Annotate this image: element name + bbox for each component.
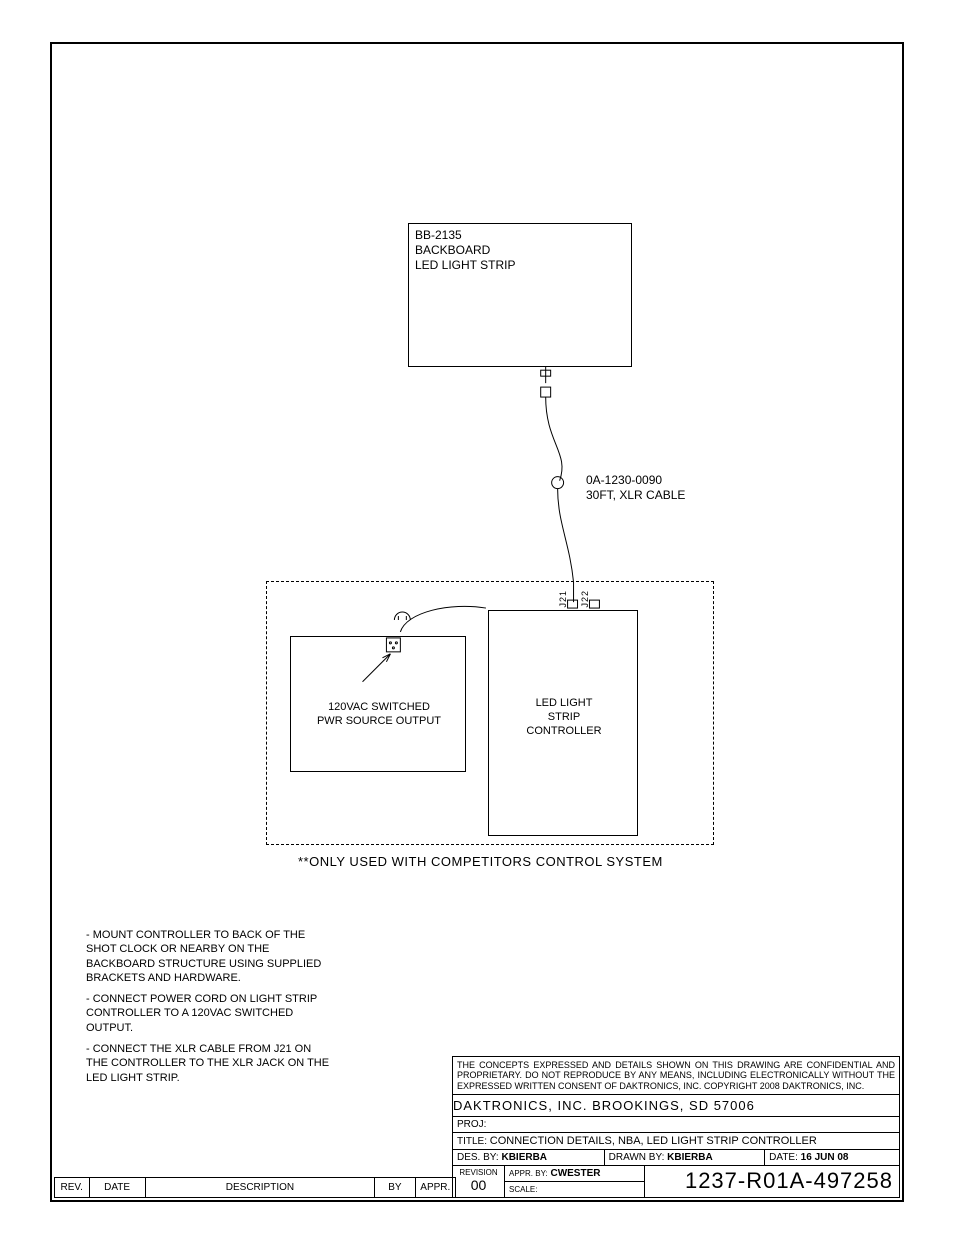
page: BB-2135 BACKBOARD LED LIGHT STRIP 0A-123… — [0, 0, 954, 1235]
title-row: TITLE: CONNECTION DETAILS, NBA, LED LIGH… — [453, 1132, 899, 1149]
backboard-label: BB-2135 BACKBOARD LED LIGHT STRIP — [415, 228, 515, 273]
names-row: DES. BY: KBIERBA DRAWN BY: KBIERBA DATE:… — [453, 1149, 899, 1165]
apprby-label: APPR. BY: — [509, 1169, 548, 1178]
revision-label: REVISION — [457, 1168, 500, 1177]
title-label: TITLE: — [457, 1136, 487, 1147]
date-value: 16 JUN 08 — [801, 1152, 849, 1163]
confidential-text: THE CONCEPTS EXPRESSED AND DETAILS SHOWN… — [453, 1057, 899, 1094]
rev-col-date: DATE — [90, 1178, 146, 1197]
date-label: DATE: — [769, 1152, 798, 1163]
revision-value: 00 — [457, 1177, 500, 1193]
bottom-row: REVISION 00 APPR. BY: CWESTER SCALE: 123… — [453, 1165, 899, 1197]
backboard-box: BB-2135 BACKBOARD LED LIGHT STRIP — [408, 223, 632, 367]
company-row: DAKTRONICS, INC. BROOKINGS, SD 57006 — [453, 1094, 899, 1116]
controller-box: LED LIGHT STRIP CONTROLLER — [488, 610, 638, 836]
drawing-number: 1237-R01A-497258 — [645, 1166, 899, 1197]
controller-label: LED LIGHT STRIP CONTROLLER — [489, 697, 639, 738]
power-label: 120VAC SWITCHED PWR SOURCE OUTPUT — [299, 701, 459, 729]
rev-col-desc: DESCRIPTION — [146, 1178, 376, 1197]
port-j22-label: J22 — [580, 590, 590, 608]
scale-label: SCALE: — [509, 1185, 537, 1194]
system-caption: **ONLY USED WITH COMPETITORS CONTROL SYS… — [298, 854, 663, 869]
desby-label: DES. BY: — [457, 1152, 499, 1163]
drawnby-value: KBIERBA — [667, 1152, 713, 1163]
note-1: - MOUNT CONTROLLER TO BACK OF THE SHOT C… — [86, 928, 321, 985]
title-block: THE CONCEPTS EXPRESSED AND DETAILS SHOWN… — [452, 1056, 900, 1198]
note-3: - CONNECT THE XLR CABLE FROM J21 ON THE … — [86, 1042, 329, 1085]
rev-col-by: BY — [375, 1178, 415, 1197]
power-box: 120VAC SWITCHED PWR SOURCE OUTPUT — [290, 636, 466, 772]
drawing-border: BB-2135 BACKBOARD LED LIGHT STRIP 0A-123… — [50, 42, 904, 1202]
desby-value: KBIERBA — [501, 1152, 547, 1163]
rev-col-rev: REV. — [55, 1178, 90, 1197]
note-2: - CONNECT POWER CORD ON LIGHT STRIP CONT… — [86, 992, 317, 1035]
title-value: CONNECTION DETAILS, NBA, LED LIGHT STRIP… — [490, 1135, 817, 1147]
proj-row: PROJ: — [453, 1116, 899, 1132]
port-j21-label: J21 — [558, 590, 568, 608]
proj-label: PROJ: — [457, 1119, 486, 1130]
revision-strip: REV. DATE DESCRIPTION BY APPR. — [54, 1177, 456, 1198]
apprby-value: CWESTER — [550, 1168, 600, 1179]
drawnby-label: DRAWN BY: — [609, 1152, 665, 1163]
rev-col-appr: APPR. — [416, 1178, 455, 1197]
cable-label: 0A-1230-0090 30FT, XLR CABLE — [586, 473, 685, 503]
